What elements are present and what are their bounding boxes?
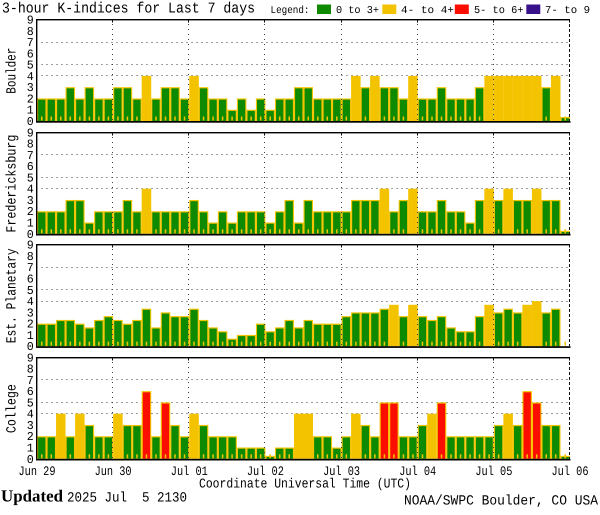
svg-text:Fredericksburg: Fredericksburg — [5, 135, 21, 233]
svg-text:5- to 6+: 5- to 6+ — [474, 5, 524, 17]
svg-text:Legend:: Legend: — [271, 5, 310, 17]
svg-text:4: 4 — [27, 408, 34, 422]
svg-text:7: 7 — [27, 261, 34, 275]
svg-text:9: 9 — [27, 126, 34, 140]
svg-text:4: 4 — [27, 295, 34, 309]
svg-text:0: 0 — [27, 228, 34, 242]
svg-text:6: 6 — [27, 47, 34, 61]
svg-text:Jul 01: Jul 01 — [171, 464, 208, 479]
svg-text:Jul 04: Jul 04 — [399, 464, 436, 479]
svg-text:2: 2 — [27, 430, 34, 444]
svg-text:0: 0 — [27, 115, 34, 129]
svg-text:Coordinate Universal Time (UTC: Coordinate Universal Time (UTC) — [199, 477, 411, 492]
svg-text:9: 9 — [27, 351, 34, 365]
svg-text:1: 1 — [27, 442, 34, 456]
svg-text:Boulder: Boulder — [5, 48, 21, 94]
svg-text:4- to 4+: 4- to 4+ — [401, 5, 454, 17]
svg-text:6: 6 — [27, 385, 34, 399]
svg-text:0: 0 — [27, 453, 34, 467]
svg-text:2: 2 — [27, 205, 34, 219]
svg-text:2: 2 — [27, 318, 34, 332]
svg-text:5: 5 — [27, 284, 34, 298]
svg-text:3: 3 — [27, 306, 34, 320]
svg-text:8: 8 — [27, 138, 34, 152]
svg-text:7- to 9: 7- to 9 — [545, 5, 590, 17]
svg-text:Est. Planetary: Est. Planetary — [5, 248, 21, 343]
svg-text:1: 1 — [27, 217, 34, 231]
svg-text:3-hour K-indices for Last 7 da: 3-hour K-indices for Last 7 days — [2, 1, 255, 18]
svg-text:8: 8 — [27, 250, 34, 264]
svg-text:8: 8 — [27, 25, 34, 39]
svg-text:College: College — [5, 384, 21, 433]
svg-text:7: 7 — [27, 374, 34, 388]
svg-text:7: 7 — [27, 36, 34, 50]
svg-text:3: 3 — [27, 419, 34, 433]
svg-text:0 to 3+: 0 to 3+ — [336, 5, 379, 17]
svg-text:7: 7 — [27, 149, 34, 163]
svg-text:2025 Jul 5 2130: 2025 Jul 5 2130 — [67, 491, 187, 507]
svg-text:4: 4 — [27, 183, 34, 197]
svg-text:3: 3 — [27, 81, 34, 95]
svg-text:NOAA/SWPC Boulder, CO USA: NOAA/SWPC Boulder, CO USA — [404, 494, 599, 510]
svg-text:4: 4 — [27, 70, 34, 84]
svg-text:8: 8 — [27, 363, 34, 377]
svg-text:1: 1 — [27, 329, 34, 343]
svg-text:Jun 29: Jun 29 — [19, 464, 56, 479]
svg-text:Jul 06: Jul 06 — [552, 464, 589, 479]
svg-text:5: 5 — [27, 171, 34, 185]
svg-text:5: 5 — [27, 396, 34, 410]
svg-text:9: 9 — [27, 239, 34, 253]
svg-text:Jul 02: Jul 02 — [247, 464, 284, 479]
svg-text:6: 6 — [27, 160, 34, 174]
svg-text:6: 6 — [27, 273, 34, 287]
svg-text:Jul 03: Jul 03 — [323, 464, 360, 479]
svg-text:Jul 05: Jul 05 — [475, 464, 512, 479]
svg-text:1: 1 — [27, 104, 34, 118]
svg-text:9: 9 — [27, 14, 34, 28]
svg-text:2: 2 — [27, 92, 34, 106]
svg-text:3: 3 — [27, 194, 34, 208]
svg-text:Jun 30: Jun 30 — [95, 464, 132, 479]
svg-text:5: 5 — [27, 59, 34, 73]
svg-text:0: 0 — [27, 340, 34, 354]
svg-text:Updated: Updated — [1, 487, 64, 506]
